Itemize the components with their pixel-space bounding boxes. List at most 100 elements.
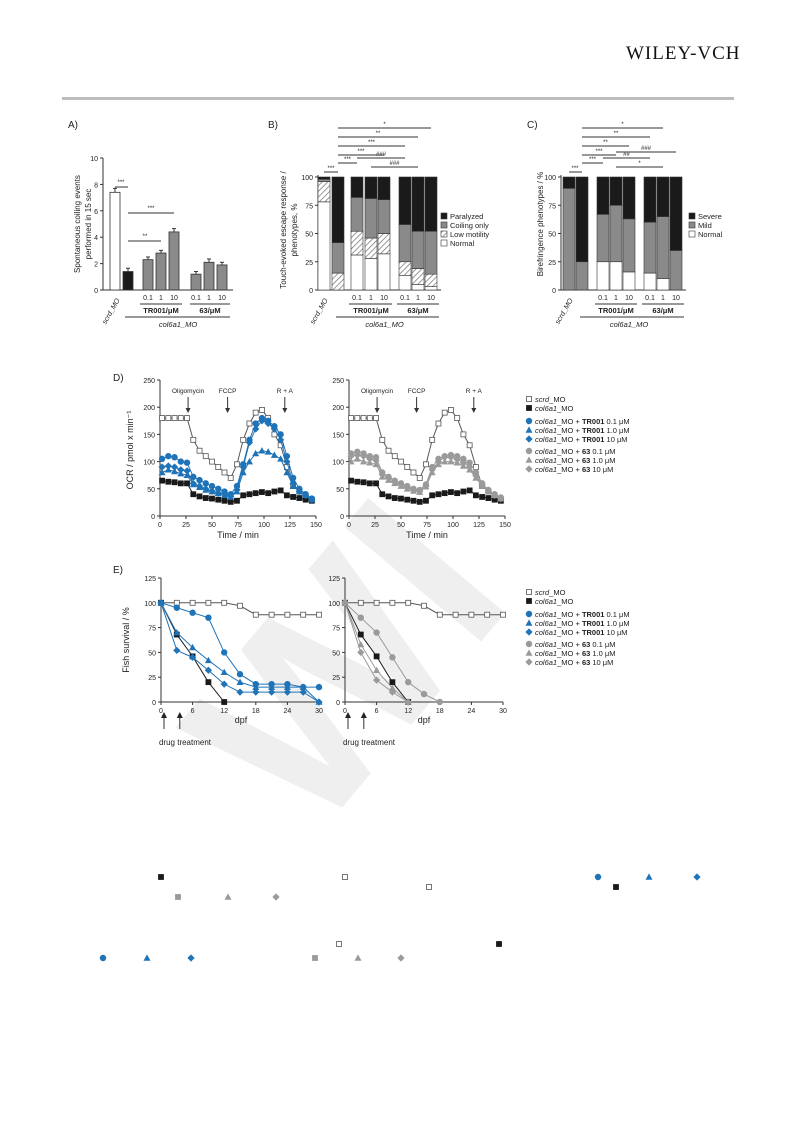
d-arrow-head	[282, 408, 288, 413]
d-right-data-point	[447, 453, 455, 461]
d-left-data-point	[184, 480, 190, 487]
b-bar-segment	[424, 286, 438, 291]
inline-symbol	[336, 941, 342, 947]
d-left-data-point	[227, 492, 235, 501]
a-y-tick-label: 4	[94, 235, 98, 242]
a-y-tick-label: 8	[94, 182, 98, 189]
a-y-tick-label: 0	[94, 288, 98, 295]
b-group-63: 63/μM	[407, 306, 428, 315]
d-right-data-point	[373, 415, 379, 421]
d-right-data-point	[384, 474, 393, 482]
c-y-label: Birefringence phenotypes / %	[536, 172, 545, 277]
e-right-data-point	[372, 676, 381, 684]
d-right-y-tick-label: 50	[336, 487, 344, 494]
b-bar-segment	[377, 233, 391, 255]
d-right-data-point	[434, 457, 443, 466]
e-legend-marker	[525, 619, 533, 626]
d-right-data-point	[366, 480, 373, 487]
d-left-data-point	[301, 491, 310, 499]
c-bar-segment	[575, 261, 589, 291]
d-right-data-point	[478, 480, 486, 489]
e-legend-label: col6a1_MO + TR001 1.0 μM	[535, 619, 630, 628]
d-left-data-point	[246, 491, 253, 498]
e-right-data-point	[357, 614, 364, 621]
d-left-y-tick-label: 150	[143, 432, 155, 439]
b-sig: *	[383, 122, 386, 128]
e-right-x-tick-label: 18	[436, 708, 444, 715]
d-right-data-point	[453, 455, 461, 464]
d-left-data-point	[270, 425, 279, 433]
b-bar-segment	[424, 230, 438, 275]
c-y-tick-label: 0	[552, 288, 556, 295]
a-bar-4	[168, 231, 180, 291]
e-left-data-point	[221, 699, 228, 705]
e-left-data-point	[173, 604, 180, 611]
d-left-data-point	[290, 494, 297, 500]
e-arrow-head	[345, 712, 351, 718]
b-bar-segment	[398, 176, 412, 225]
d-right-data-point	[360, 457, 368, 465]
e-right-data-point	[373, 653, 380, 660]
e-right-x-tick-label: 12	[404, 708, 412, 715]
d-left-x-tick-label: 125	[284, 522, 296, 529]
d-right-data-point	[410, 497, 417, 504]
e-left-x-tick-label: 6	[191, 708, 195, 715]
d-legend-label: col6a1_MO + TR001 1.0 μM	[535, 426, 630, 435]
d-right-data-point	[378, 471, 386, 479]
a-dose-63: 10	[218, 295, 226, 302]
c-sig: ##	[623, 152, 630, 158]
d-left-data-point	[264, 448, 272, 455]
d-right-data-point	[441, 457, 449, 465]
c-bar-segment	[596, 261, 610, 291]
e-right-data-point	[389, 679, 396, 686]
e-right-data-point	[388, 688, 397, 696]
b-sig: ***	[368, 140, 376, 146]
d-right-data-point	[423, 461, 429, 468]
b-bar-segment	[424, 176, 438, 232]
d-right-data-point	[416, 475, 423, 481]
c-y-tick-label: 100	[544, 175, 556, 182]
d-arrow-head	[471, 408, 477, 413]
d-left-data-point	[259, 489, 265, 495]
d-right-data-point	[403, 484, 411, 492]
d-left-data-point	[164, 462, 172, 470]
inline-symbol	[613, 884, 619, 890]
e-left-data-point	[173, 628, 181, 636]
b-dose-tr001: 0.1	[352, 295, 362, 302]
a-bar-3	[155, 252, 167, 291]
d-left-y-tick-label: 200	[143, 405, 155, 412]
d-left-data-point	[246, 420, 253, 427]
e-arrow-head	[176, 712, 183, 718]
d-right-data-point	[423, 497, 429, 504]
a-bar-7	[216, 264, 228, 291]
e-legend-label: scrd_MO	[535, 588, 566, 597]
e-right-data-point	[389, 599, 396, 606]
d-left-data-point	[296, 495, 303, 501]
d-legend-marker	[525, 435, 533, 443]
d-left-data-point	[158, 468, 166, 476]
e-left-data-point	[189, 599, 196, 606]
b-bar-segment	[317, 178, 331, 182]
e-legend-marker	[525, 640, 533, 648]
d-left-data-point	[159, 477, 165, 484]
d-left-data-point	[258, 447, 266, 454]
d-right-data-point	[441, 409, 448, 416]
c-group-tr001: TR001/μM	[598, 306, 633, 315]
d-right-data-point	[422, 482, 430, 490]
d-arrow-head	[185, 408, 191, 413]
e-right-y-tick-label: 0	[336, 700, 340, 707]
c-bar-segment	[656, 278, 670, 291]
e-left-data-point	[300, 611, 307, 618]
c-y-tick-label: 50	[548, 232, 556, 239]
e-left-data-point	[205, 599, 212, 606]
e-y-label: Fish survival / %	[121, 607, 131, 673]
d-right-x-tick-label: 50	[397, 522, 405, 529]
e-right-data-point	[373, 599, 380, 606]
d-left-data-point	[289, 479, 297, 487]
e-left-data-point	[267, 688, 276, 696]
e-left-x-tick-label: 12	[220, 708, 228, 715]
d-right-data-point	[373, 480, 379, 487]
d-right-data-point	[409, 486, 418, 494]
e-legend-label: col6a1_MO	[535, 597, 574, 606]
d-legend-marker	[525, 417, 533, 425]
